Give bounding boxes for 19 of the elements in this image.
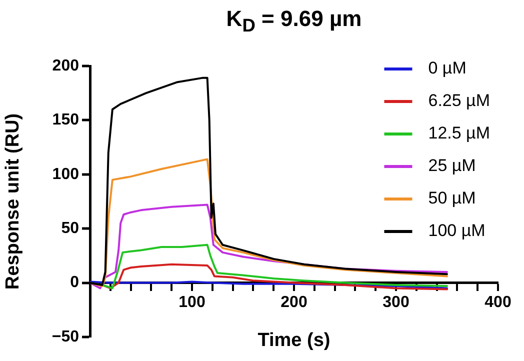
legend-label: 6.25 µM	[428, 91, 490, 110]
x-tick-label: 100	[178, 294, 206, 311]
y-tick-label: 0	[70, 274, 80, 292]
y-tick-label: 150	[52, 112, 80, 129]
y-tick-label: 50	[61, 220, 80, 238]
x-tick-label: 200	[280, 294, 308, 311]
x-tick-label: 300	[382, 294, 410, 311]
y-tick-label: −50	[52, 328, 80, 346]
chart-title: K$_{D}$ = 9.69 µm	[225, 6, 363, 36]
x-tick-label: 400	[484, 294, 512, 311]
y-axis-title: Response unit (RU)	[2, 113, 24, 290]
legend-label: 100 µM	[428, 221, 486, 240]
legend-label: 25 µM	[428, 156, 476, 176]
y-tick-label: 100	[52, 166, 80, 183]
x-axis-title: Time (s)	[256, 330, 332, 352]
legend-label: 12.5 µM	[428, 124, 490, 143]
y-tick-label: 200	[52, 57, 80, 74]
legend-label: 0 µM	[428, 58, 466, 78]
legend-label: 50 µM	[428, 188, 476, 208]
